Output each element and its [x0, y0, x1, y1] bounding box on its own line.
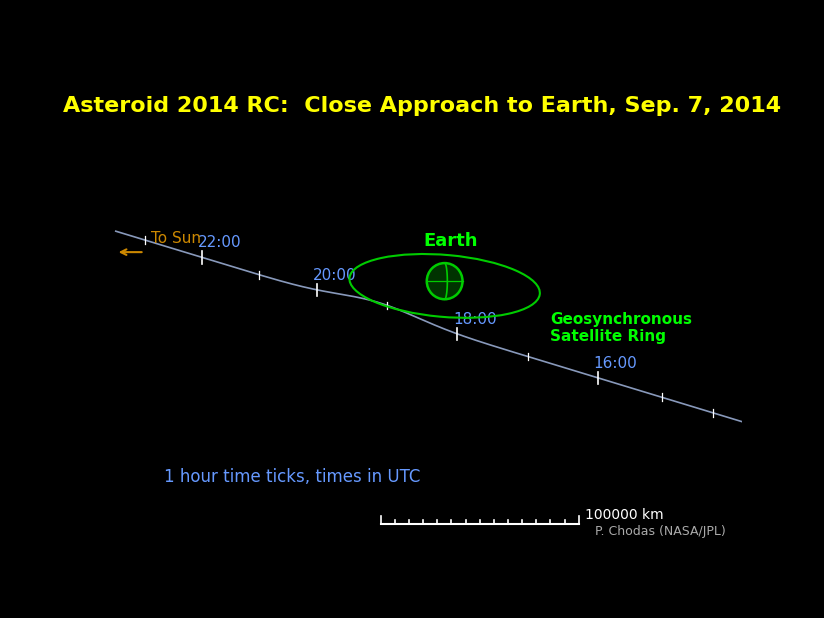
- Text: 22:00: 22:00: [198, 235, 241, 250]
- Text: 20:00: 20:00: [312, 268, 356, 282]
- Ellipse shape: [427, 263, 462, 299]
- Text: 16:00: 16:00: [593, 356, 637, 371]
- Text: 18:00: 18:00: [453, 312, 497, 327]
- Text: To Sun: To Sun: [151, 231, 201, 247]
- Text: P. Chodas (NASA/JPL): P. Chodas (NASA/JPL): [595, 525, 726, 538]
- Text: Asteroid 2014 RC:  Close Approach to Earth, Sep. 7, 2014: Asteroid 2014 RC: Close Approach to Eart…: [63, 96, 781, 116]
- Text: 1 hour time ticks, times in UTC: 1 hour time ticks, times in UTC: [164, 468, 420, 486]
- Text: 100000 km: 100000 km: [585, 508, 664, 522]
- Text: Geosynchronous
Satellite Ring: Geosynchronous Satellite Ring: [550, 312, 692, 344]
- Text: Earth: Earth: [424, 232, 478, 250]
